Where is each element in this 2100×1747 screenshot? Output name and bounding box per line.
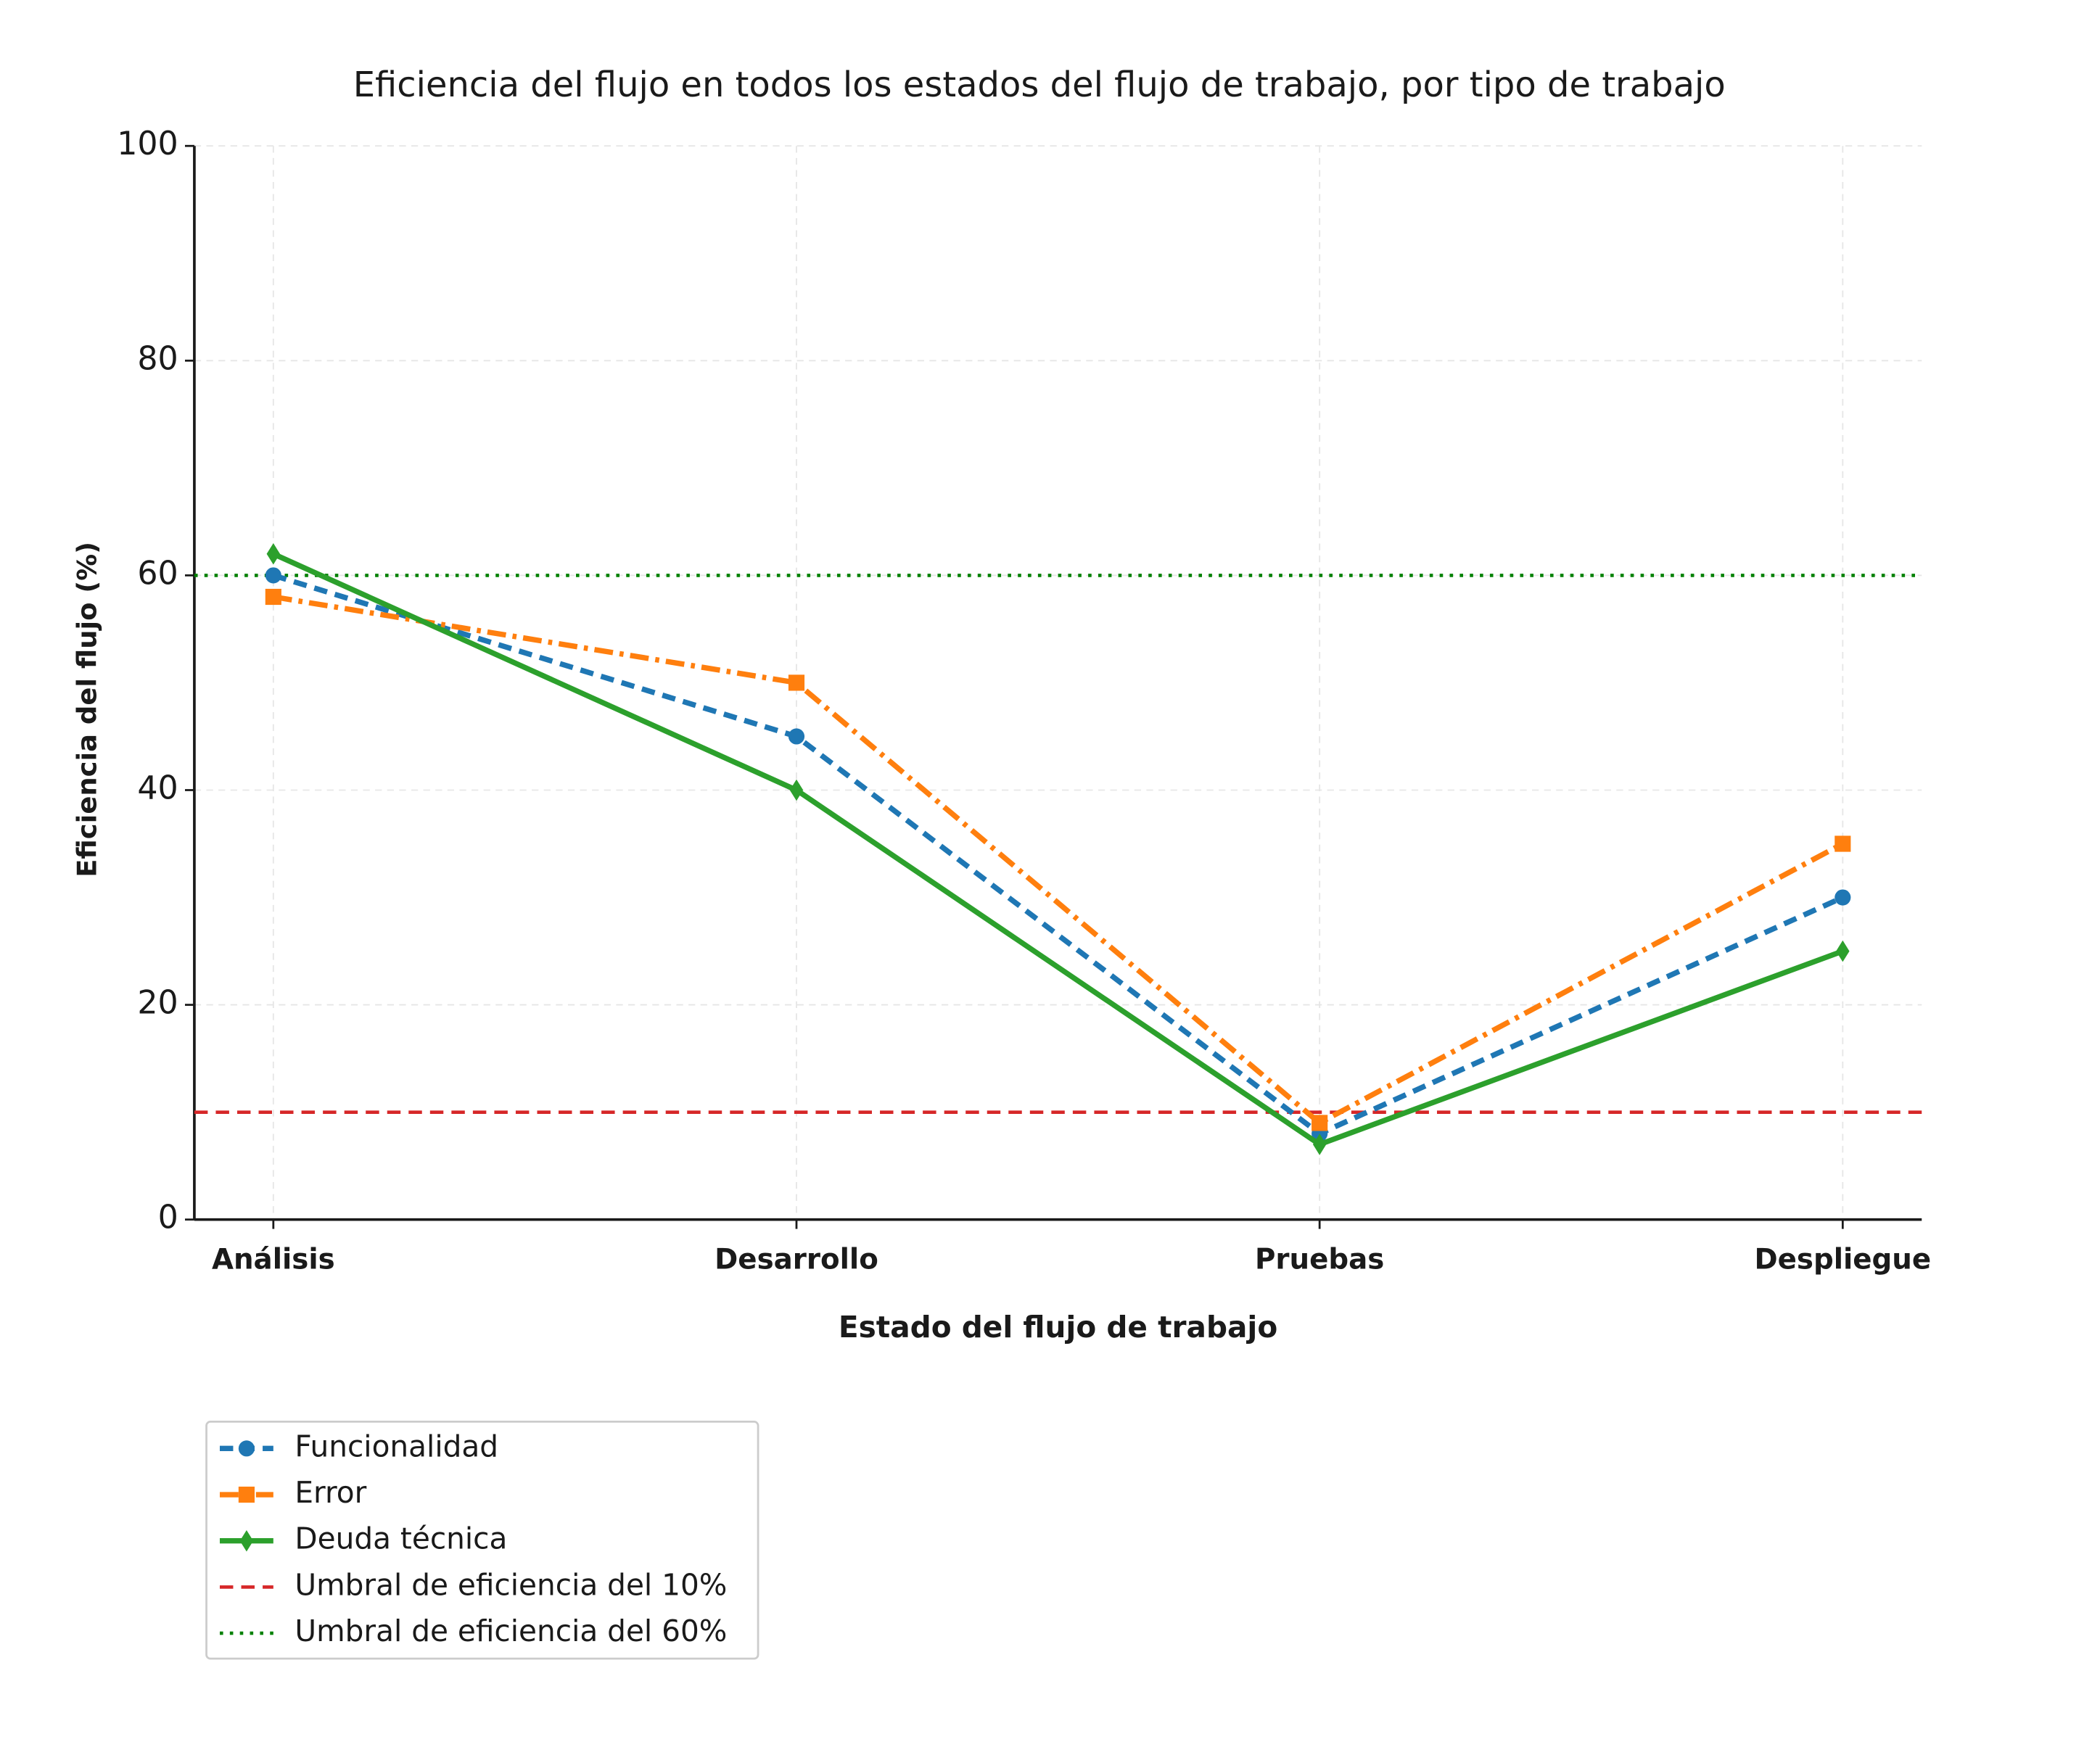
y-tick-label: 60 xyxy=(137,555,178,592)
series-line xyxy=(272,572,1844,1137)
point xyxy=(788,674,805,691)
point xyxy=(265,588,281,606)
legend-label: Umbral de eficiencia del 10% xyxy=(295,1567,727,1602)
x-tick-label: Desarrollo xyxy=(715,1243,878,1276)
x-tick-label: Despliegue xyxy=(1754,1243,1931,1276)
point xyxy=(265,567,281,584)
legend-label: Error xyxy=(295,1475,366,1510)
y-tick-label: 40 xyxy=(137,769,178,806)
x-axis-label: Estado del flujo de trabajo xyxy=(839,1310,1277,1345)
legend-label: Funcionalidad xyxy=(295,1429,498,1463)
y-tick-label: 20 xyxy=(137,985,178,1022)
point xyxy=(238,1486,255,1503)
point xyxy=(1836,940,1850,962)
y-tick-label: 80 xyxy=(137,340,178,377)
point xyxy=(788,728,805,745)
point xyxy=(1312,1115,1328,1131)
legend-box xyxy=(205,1421,759,1660)
point xyxy=(1835,835,1851,852)
series-line xyxy=(272,551,1844,1148)
series-line xyxy=(273,594,1845,1126)
point xyxy=(789,779,804,801)
y-tick-label: 0 xyxy=(158,1199,178,1236)
point xyxy=(1312,1133,1327,1155)
point xyxy=(238,1440,255,1457)
y-axis-label: Eficiencia del flujo (%) xyxy=(72,542,103,877)
x-tick-label: Pruebas xyxy=(1255,1243,1384,1276)
y-tick-label: 100 xyxy=(117,125,178,162)
x-tick-label: Análisis xyxy=(212,1243,335,1276)
legend-label: Deuda técnica xyxy=(295,1521,507,1556)
chart-title: Eficiencia del flujo en todos los estado… xyxy=(353,65,1726,105)
legend-label: Umbral de eficiencia del 60% xyxy=(295,1614,727,1648)
point xyxy=(1835,889,1851,906)
point xyxy=(266,543,281,565)
